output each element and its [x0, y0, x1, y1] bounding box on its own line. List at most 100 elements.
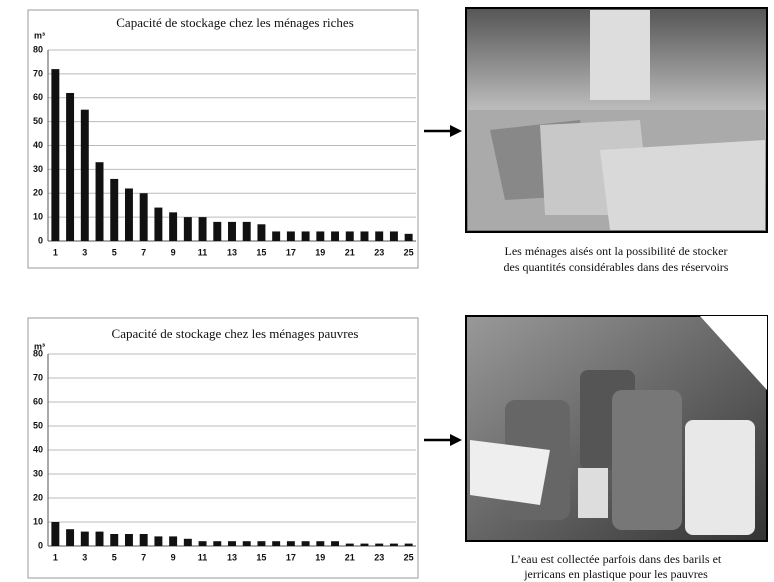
bar [66, 93, 74, 241]
y-tick-label: 60 [33, 92, 43, 102]
bar [81, 532, 89, 546]
x-tick-label: 5 [112, 247, 117, 257]
photo-caption: Les ménages aisés ont la possibilité de … [505, 244, 728, 258]
arrow [424, 125, 462, 446]
y-tick-label: 20 [33, 492, 43, 502]
bar [316, 231, 324, 241]
y-tick-label: 70 [33, 372, 43, 382]
x-tick-label: 13 [227, 247, 237, 257]
figure: Capacité de stockage chez les ménages ri… [0, 0, 774, 582]
bar [110, 534, 118, 546]
x-tick-label: 1 [53, 247, 58, 257]
y-tick-label: 80 [33, 44, 43, 54]
x-tick-label: 11 [198, 247, 208, 257]
bar [199, 541, 207, 546]
x-tick-label: 23 [374, 247, 384, 257]
x-tick-label: 25 [404, 247, 414, 257]
y-tick-label: 10 [33, 516, 43, 526]
y-tick-label: 30 [33, 468, 43, 478]
bar [199, 217, 207, 241]
x-tick-label: 7 [141, 552, 146, 562]
x-tick-label: 1 [53, 552, 58, 562]
y-tick-label: 40 [33, 140, 43, 150]
x-tick-label: 11 [198, 552, 208, 562]
y-tick-label: 0 [38, 235, 43, 245]
bar [405, 544, 413, 546]
x-tick-label: 25 [404, 552, 414, 562]
y-axis-label: m³ [34, 30, 45, 40]
x-tick-label: 3 [82, 247, 87, 257]
bar [390, 544, 398, 546]
y-tick-label: 50 [33, 116, 43, 126]
bar [405, 234, 413, 241]
bar [66, 529, 74, 546]
bar [140, 534, 148, 546]
x-tick-label: 17 [286, 247, 296, 257]
bar [331, 541, 339, 546]
bar [257, 541, 265, 546]
bar [361, 544, 369, 546]
bar [375, 231, 383, 241]
bar [346, 544, 354, 546]
y-tick-label: 10 [33, 212, 43, 222]
y-tick-label: 20 [33, 188, 43, 198]
x-tick-label: 17 [286, 552, 296, 562]
bar [169, 536, 177, 546]
bar [390, 231, 398, 241]
bar [361, 231, 369, 241]
bar [346, 231, 354, 241]
bar [243, 541, 251, 546]
bar [110, 179, 118, 241]
bar [316, 541, 324, 546]
x-tick-label: 9 [171, 247, 176, 257]
bar [125, 534, 133, 546]
bar [81, 110, 89, 241]
y-tick-label: 40 [33, 444, 43, 454]
bar [302, 231, 310, 241]
photo-caption: L’eau est collectée parfois dans des bar… [511, 552, 722, 566]
bar [257, 224, 265, 241]
photo-caption: jerricans en plastique pour les pauvres [523, 567, 708, 581]
x-tick-label: 9 [171, 552, 176, 562]
bar [140, 193, 148, 241]
bar [96, 532, 104, 546]
bar [272, 231, 280, 241]
photo-tanks [466, 8, 767, 232]
bar [96, 162, 104, 241]
x-tick-label: 21 [345, 552, 355, 562]
bar [287, 541, 295, 546]
x-tick-label: 15 [256, 247, 266, 257]
x-tick-label: 3 [82, 552, 87, 562]
x-tick-label: 23 [374, 552, 384, 562]
y-tick-label: 30 [33, 164, 43, 174]
chart-title: Capacité de stockage chez les ménages pa… [112, 326, 359, 341]
y-tick-label: 80 [33, 348, 43, 358]
chart-title: Capacité de stockage chez les ménages ri… [116, 15, 354, 30]
bar [125, 188, 133, 241]
bar [51, 522, 59, 546]
bar [51, 69, 59, 241]
x-tick-label: 7 [141, 247, 146, 257]
y-tick-label: 50 [33, 420, 43, 430]
photo-caption: des quantités considérables dans des rés… [504, 260, 729, 274]
bar [272, 541, 280, 546]
photo-barrels [466, 316, 767, 541]
bar [169, 212, 177, 241]
bar [184, 539, 192, 546]
x-tick-label: 19 [315, 247, 325, 257]
bar [243, 222, 251, 241]
bar [331, 231, 339, 241]
x-tick-label: 5 [112, 552, 117, 562]
bar [302, 541, 310, 546]
bar [287, 231, 295, 241]
bar [154, 208, 162, 241]
bar [184, 217, 192, 241]
x-tick-label: 21 [345, 247, 355, 257]
x-tick-label: 13 [227, 552, 237, 562]
bar [375, 544, 383, 546]
bar [154, 536, 162, 546]
bar [228, 541, 236, 546]
page: Capacité de stockage chez les ménages ri… [0, 0, 774, 582]
y-tick-label: 60 [33, 396, 43, 406]
bar [213, 541, 221, 546]
